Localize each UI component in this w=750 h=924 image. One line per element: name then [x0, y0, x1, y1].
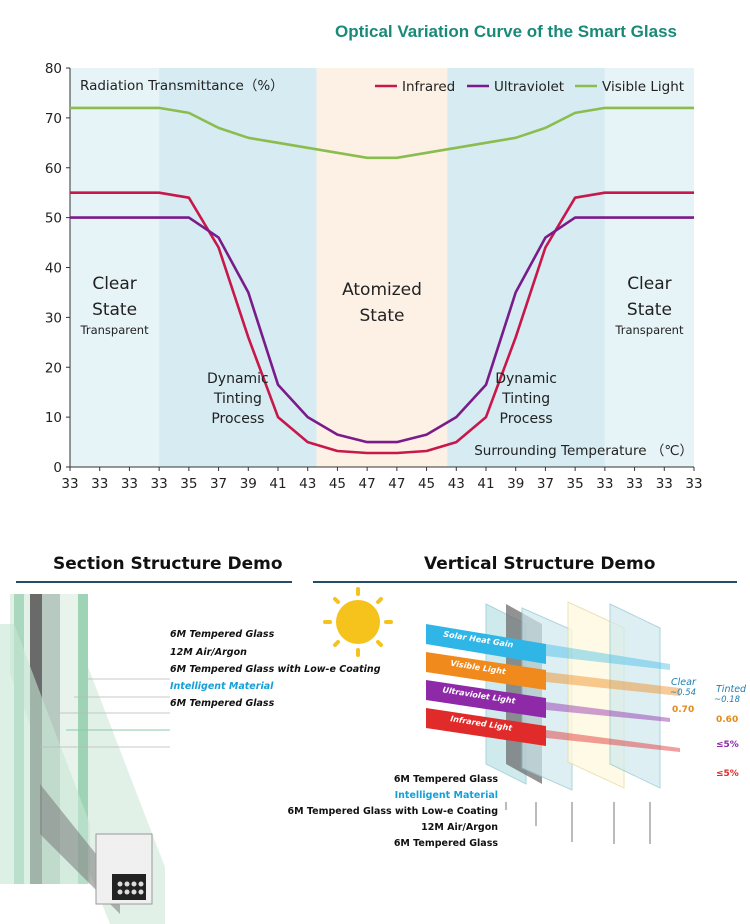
vertical-label-2: Intelligent Material	[394, 790, 498, 801]
region-3	[316, 68, 448, 467]
section-label-1: 6M Tempered Glass	[170, 629, 275, 640]
region-label: Dynamic	[495, 371, 557, 387]
series-infrared	[70, 191, 694, 455]
region-label: Process	[500, 411, 553, 427]
vertical-label-4: 12M Air/Argon	[421, 822, 498, 833]
vertical-demo-rule	[313, 581, 737, 583]
y-tick-label: 70	[45, 111, 62, 127]
region-label: Clear	[627, 274, 671, 294]
tinted-value-3: 0.60	[716, 715, 739, 725]
x-tick-label: 33	[685, 476, 702, 492]
region-4	[447, 68, 605, 467]
x-tick-label: 41	[477, 476, 494, 492]
structure-demos: Section Structure Demo Vertical Structur…	[0, 540, 750, 924]
x-tick-label: 33	[151, 476, 168, 492]
clear-value-1: ~0.54	[670, 688, 697, 698]
x-tick-label: 33	[91, 476, 108, 492]
x-tick-label: 43	[299, 476, 316, 492]
region-2	[159, 68, 317, 467]
vertical-label-5: 6M Tempered Glass	[393, 838, 498, 849]
y-tick-label: 30	[45, 310, 62, 326]
legend-label: Visible Light	[602, 79, 684, 95]
vertical-structure-illustration	[323, 587, 680, 844]
x-tick-label: 33	[626, 476, 643, 492]
series-ultraviolet	[70, 216, 694, 444]
x-tick-label: 45	[329, 476, 346, 492]
chart-title: Optical Variation Curve of the Smart Gla…	[335, 22, 677, 41]
tinted-value-1: ~0.18	[714, 695, 741, 705]
series-visible-light	[70, 106, 694, 160]
y-tick-label: 0	[53, 460, 62, 476]
x-tick-label: 33	[656, 476, 673, 492]
y-tick-label: 20	[45, 360, 62, 376]
section-demo-rule	[16, 581, 292, 583]
x-tick-label: 37	[537, 476, 554, 492]
region-label: Tinting	[501, 391, 550, 407]
region-1	[70, 68, 160, 467]
x-tick-label: 33	[121, 476, 138, 492]
x-tick-label: 33	[61, 476, 78, 492]
y-tick-label: 50	[45, 211, 62, 227]
tinted-value-4: ≤5%	[716, 740, 739, 750]
legend-label: Infrared	[402, 79, 455, 95]
section-demo-title: Section Structure Demo	[53, 554, 283, 574]
vertical-demo-title: Vertical Structure Demo	[424, 554, 656, 574]
y-tick-label: 10	[45, 410, 62, 426]
y-tick-label: 80	[45, 61, 62, 77]
region-sublabel: Transparent	[80, 323, 150, 337]
region-label: Tinting	[213, 391, 262, 407]
x-tick-label: 43	[448, 476, 465, 492]
tinted-value-2: 0.70	[672, 705, 695, 715]
region-sublabel: Transparent	[614, 323, 684, 337]
y-axis-label: Radiation Transmittance（%）	[80, 78, 284, 94]
x-axis-label: Surrounding Temperature （℃）	[474, 443, 693, 459]
region-label: Dynamic	[207, 371, 269, 387]
region-label: State	[360, 306, 405, 326]
x-tick-label: 41	[269, 476, 286, 492]
x-tick-label: 35	[567, 476, 584, 492]
sun-icon	[323, 587, 393, 657]
section-label-5: 6M Tempered Glass	[170, 698, 275, 709]
x-tick-label: 45	[418, 476, 435, 492]
x-tick-label: 47	[388, 476, 405, 492]
section-label-4: Intelligent Material	[170, 681, 274, 692]
tinted-value-5: ≤5%	[716, 769, 739, 779]
x-tick-label: 39	[507, 476, 524, 492]
x-tick-label: 47	[359, 476, 376, 492]
section-structure-illustration	[0, 594, 170, 924]
legend-label: Ultraviolet	[494, 79, 564, 95]
vertical-label-3: 6M Tempered Glass with Low-e Coating	[287, 806, 498, 817]
vertical-label-1: 6M Tempered Glass	[393, 774, 498, 785]
clear-heading: Clear	[671, 677, 696, 688]
region-5	[604, 68, 694, 467]
x-tick-label: 37	[210, 476, 227, 492]
y-tick-label: 60	[45, 161, 62, 177]
tinted-heading: Tinted	[716, 684, 747, 695]
region-label: Clear	[92, 274, 136, 294]
section-label-2: 12M Air/Argon	[170, 647, 247, 658]
x-tick-label: 33	[596, 476, 613, 492]
region-label: Atomized	[342, 280, 422, 300]
section-label-3: 6M Tempered Glass with Low-e Coating	[170, 664, 381, 675]
region-label: State	[627, 300, 672, 320]
region-label: Process	[211, 411, 264, 427]
light-beams	[426, 624, 680, 752]
optical-variation-chart: Optical Variation Curve of the Smart Gla…	[45, 22, 703, 492]
x-tick-label: 39	[240, 476, 257, 492]
region-label: State	[92, 300, 137, 320]
x-tick-label: 35	[180, 476, 197, 492]
y-tick-label: 40	[45, 261, 62, 277]
